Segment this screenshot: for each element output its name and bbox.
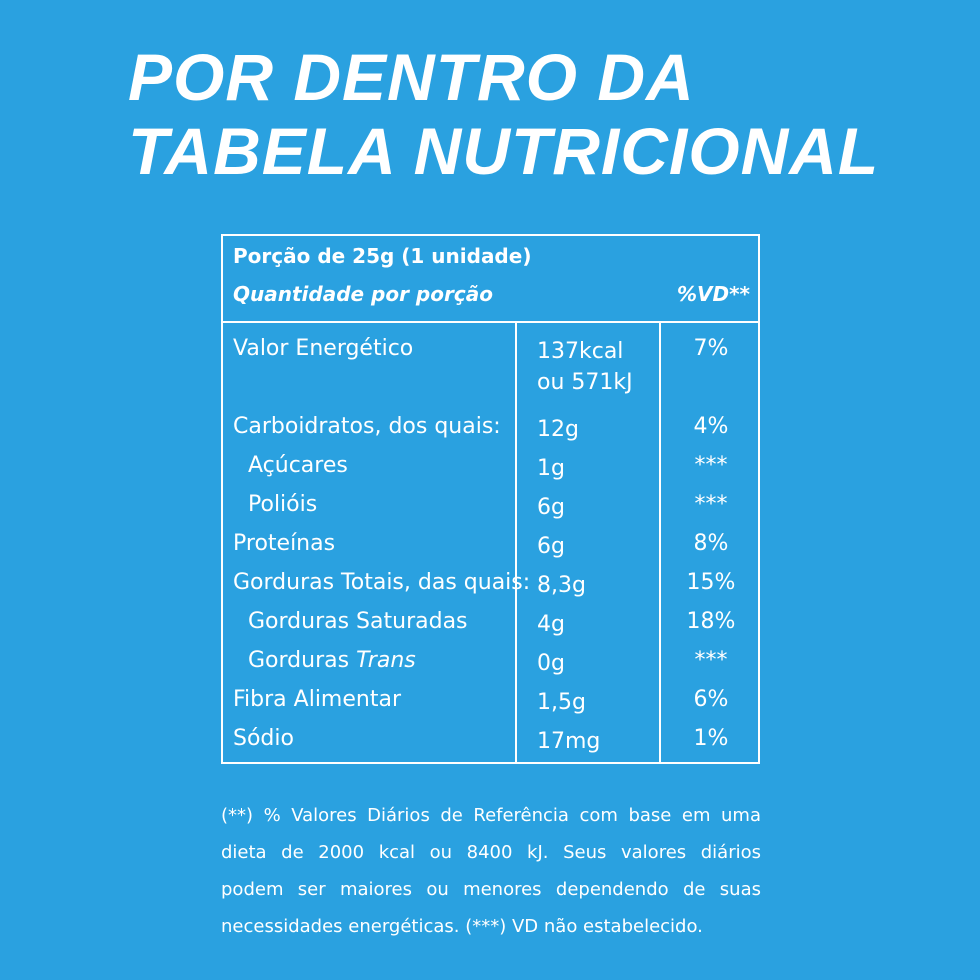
table-row: Fibra Alimentar 1,5g 6% bbox=[223, 683, 758, 722]
table-row: Carboidratos, dos quais: 12g 4% bbox=[223, 410, 758, 449]
nutrient-amount: 0g bbox=[537, 651, 565, 676]
nutrient-vd: *** bbox=[694, 648, 728, 673]
nutrient-amount: 1,5g bbox=[537, 690, 586, 715]
nutrient-name-italic: Trans bbox=[356, 648, 416, 673]
portion-size: Porção de 25g (1 unidade) bbox=[233, 244, 532, 268]
nutrient-name: Gorduras Trans bbox=[248, 648, 416, 673]
nutrient-name: Gorduras Saturadas bbox=[248, 609, 468, 634]
nutrient-amount: 8,3g bbox=[537, 573, 586, 598]
nutrient-vd: 15% bbox=[686, 570, 736, 595]
nutrient-name: Gorduras Totais, das quais: bbox=[233, 570, 531, 595]
vd-header: %VD** bbox=[676, 282, 750, 306]
amount-kcal: 137kcal bbox=[537, 339, 624, 364]
column-divider-2 bbox=[659, 321, 661, 762]
quantity-header: Quantidade por porção bbox=[233, 282, 493, 306]
page-title: POR DENTRO DA TABELA NUTRICIONAL bbox=[128, 40, 948, 188]
nutrient-name: Sódio bbox=[233, 726, 294, 751]
nutrient-amount: 6g bbox=[537, 495, 565, 520]
nutrient-vd: *** bbox=[694, 453, 728, 478]
table-row: Proteínas 6g 8% bbox=[223, 527, 758, 566]
nutrition-rows: Valor Energético 137kcal ou 571kJ 7% Car… bbox=[223, 332, 758, 761]
nutrient-amount: 1g bbox=[537, 456, 565, 481]
table-row: Sódio 17mg 1% bbox=[223, 722, 758, 761]
nutrient-name: Açúcares bbox=[248, 453, 348, 478]
nutrient-vd: 1% bbox=[693, 726, 729, 751]
table-row: Valor Energético 137kcal ou 571kJ 7% bbox=[223, 332, 758, 410]
table-row: Gorduras Saturadas 4g 18% bbox=[223, 605, 758, 644]
table-row: Gorduras Trans 0g *** bbox=[223, 644, 758, 683]
nutrient-name: Polióis bbox=[248, 492, 318, 517]
footnote-line: dieta de 2000 kcal ou 8400 kJ. Seus valo… bbox=[221, 842, 761, 863]
nutrient-vd: 18% bbox=[686, 609, 736, 634]
footnote-line: podem ser maiores ou menores dependendo … bbox=[221, 879, 761, 900]
nutrient-vd: 7% bbox=[693, 336, 729, 361]
table-row: Polióis 6g *** bbox=[223, 488, 758, 527]
nutrient-vd: *** bbox=[694, 492, 728, 517]
table-row: Gorduras Totais, das quais: 8,3g 15% bbox=[223, 566, 758, 605]
footnote-line: necessidades energéticas. (***) VD não e… bbox=[221, 916, 703, 937]
nutrient-amount: 137kcal ou 571kJ bbox=[537, 336, 633, 398]
amount-kj: ou 571kJ bbox=[537, 370, 633, 395]
table-row: Açúcares 1g *** bbox=[223, 449, 758, 488]
column-divider-1 bbox=[515, 321, 517, 762]
title-line-2: TABELA NUTRICIONAL bbox=[128, 114, 880, 188]
footnote: (**) % Valores Diários de Referência com… bbox=[221, 797, 761, 945]
footnote-line: (**) % Valores Diários de Referência com… bbox=[221, 805, 761, 826]
nutrient-amount: 4g bbox=[537, 612, 565, 637]
nutrient-name-main: Gorduras bbox=[248, 648, 350, 673]
nutrient-name: Valor Energético bbox=[233, 336, 414, 361]
nutrition-table-header: Porção de 25g (1 unidade) Quantidade por… bbox=[223, 236, 758, 323]
nutrient-name: Proteínas bbox=[233, 531, 336, 556]
nutrient-name: Carboidratos, dos quais: bbox=[233, 414, 501, 439]
nutrient-amount: 17mg bbox=[537, 729, 601, 754]
title-line-1: POR DENTRO DA bbox=[128, 40, 695, 114]
nutrient-name: Fibra Alimentar bbox=[233, 687, 401, 712]
nutrient-vd: 6% bbox=[693, 687, 729, 712]
nutrient-vd: 4% bbox=[693, 414, 729, 439]
nutrient-amount: 12g bbox=[537, 417, 579, 442]
nutrition-table: Porção de 25g (1 unidade) Quantidade por… bbox=[221, 234, 760, 764]
nutrient-amount: 6g bbox=[537, 534, 565, 559]
nutrient-vd: 8% bbox=[693, 531, 729, 556]
